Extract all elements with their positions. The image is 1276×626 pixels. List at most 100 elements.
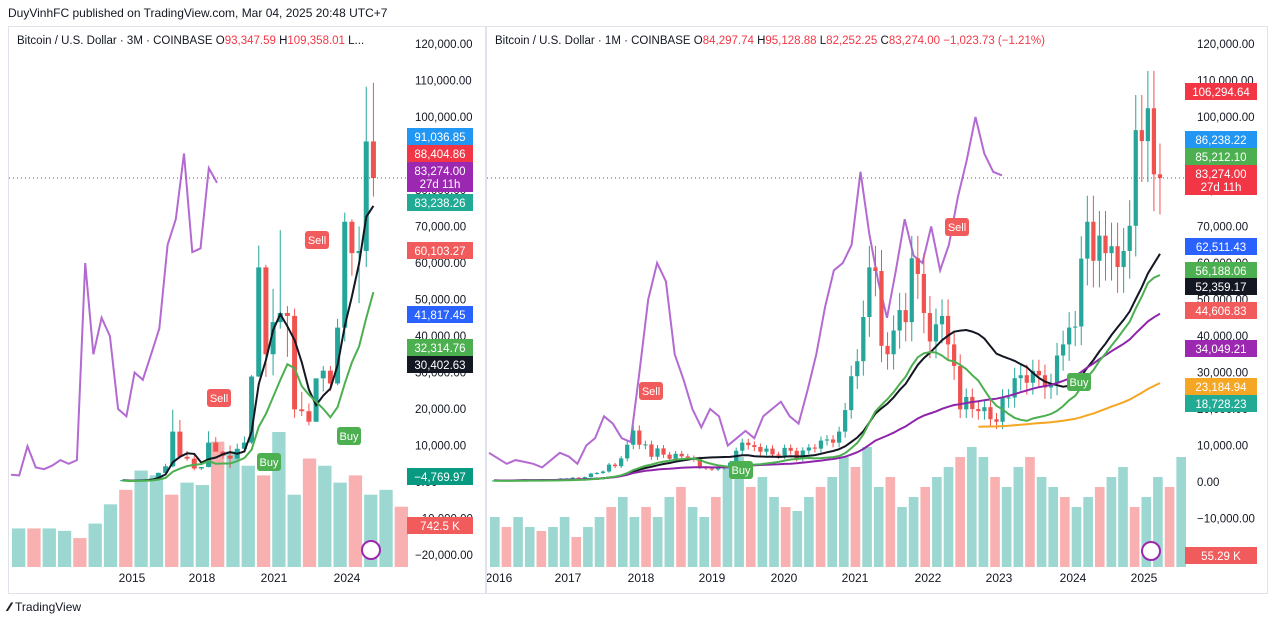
x-tick-label: 2022 bbox=[915, 571, 942, 585]
chart-legend-1m[interactable]: Bitcoin / U.S. Dollar · 1M · COINBASE O8… bbox=[495, 35, 1045, 47]
candle-body bbox=[679, 453, 684, 457]
volume-bar bbox=[211, 441, 225, 567]
candle-body bbox=[697, 458, 702, 468]
volume-bar bbox=[990, 477, 1000, 567]
volume-bar bbox=[302, 458, 317, 567]
candle-body bbox=[588, 473, 594, 478]
chart-canvas-1m[interactable]: 120,000.00110,000.00100,000.0090,000.008… bbox=[487, 27, 1267, 593]
chart-legend-3m[interactable]: Bitcoin / U.S. Dollar · 3M · COINBASE O9… bbox=[17, 35, 364, 47]
price-badge-text: 34,049.21 bbox=[1195, 344, 1246, 356]
candle-body bbox=[1085, 221, 1090, 259]
volume-bar bbox=[119, 489, 133, 567]
volume-bar bbox=[490, 517, 500, 567]
sell-signal-badge bbox=[305, 231, 329, 249]
sell-signal-badge bbox=[945, 218, 969, 236]
symbol-title[interactable]: Bitcoin / U.S. Dollar · 1M · COINBASE bbox=[495, 35, 691, 47]
x-tick-label: 2018 bbox=[628, 571, 655, 585]
price-badge-text: 83,238.26 bbox=[414, 198, 465, 210]
y-tick-label: 10,000.00 bbox=[415, 441, 466, 453]
price-badge-text: 60,103.27 bbox=[414, 246, 465, 258]
y-tick-label: 70,000.00 bbox=[1197, 222, 1248, 234]
candle-body bbox=[284, 313, 290, 316]
candle-body bbox=[320, 370, 326, 379]
x-tick-label: 2024 bbox=[334, 571, 361, 585]
chart-panel-1m[interactable]: 120,000.00110,000.00100,000.0090,000.008… bbox=[486, 26, 1268, 594]
candle-body bbox=[806, 447, 811, 451]
chart-panel-3m[interactable]: 120,000.00110,000.00100,000.0090,000.008… bbox=[8, 26, 486, 594]
x-tick-label: 2021 bbox=[842, 571, 869, 585]
y-tick-label: 20,000.00 bbox=[415, 404, 466, 416]
candle-body bbox=[292, 315, 298, 410]
symbol-title[interactable]: Bitcoin / U.S. Dollar · 3M · COINBASE bbox=[17, 35, 213, 47]
candle-body bbox=[1139, 130, 1144, 142]
volume-bar bbox=[1094, 487, 1105, 567]
candle-body bbox=[685, 456, 690, 458]
volume-bar bbox=[792, 511, 803, 567]
candle-body bbox=[673, 453, 678, 459]
sell-signal-label: Sell bbox=[308, 235, 326, 247]
price-badge-text: 85,212.10 bbox=[1195, 152, 1246, 164]
candle-body bbox=[939, 315, 945, 325]
candle-body bbox=[1060, 344, 1066, 356]
volume-bar bbox=[815, 487, 826, 567]
candle-body bbox=[782, 447, 787, 456]
indicator-sparkle-icon bbox=[1141, 541, 1161, 561]
candle-body bbox=[812, 447, 818, 449]
volume-bar bbox=[379, 489, 393, 567]
price-badge-text: −4,769.97 bbox=[414, 472, 465, 484]
price-badge bbox=[1185, 547, 1257, 564]
supertrend-line bbox=[122, 291, 375, 483]
candle-body bbox=[982, 407, 987, 412]
volume-bar bbox=[1083, 497, 1093, 567]
y-tick-label: 0.00 bbox=[1197, 477, 1219, 489]
volume-bar bbox=[583, 527, 593, 567]
footer-brand: TradingView bbox=[15, 600, 82, 614]
candle-body bbox=[758, 446, 763, 452]
price-badge-countdown: 27d 11h bbox=[1201, 182, 1242, 194]
candle-body bbox=[649, 444, 654, 457]
legend-h-key: H bbox=[279, 35, 288, 47]
candle-body bbox=[927, 313, 933, 342]
candle-body bbox=[1151, 108, 1157, 175]
candle-body bbox=[600, 471, 606, 473]
candle-body bbox=[356, 250, 362, 254]
price-badge bbox=[407, 242, 473, 259]
volume-bar bbox=[1106, 477, 1117, 567]
candle-body bbox=[249, 376, 255, 443]
candle-body bbox=[206, 442, 212, 468]
volume-bar bbox=[548, 527, 558, 567]
candle-body bbox=[891, 330, 896, 355]
candle-body bbox=[582, 477, 587, 479]
price-badge-text: 106,294.64 bbox=[1192, 87, 1250, 99]
volume-bar bbox=[617, 497, 628, 567]
volume-bar bbox=[652, 517, 663, 567]
candle-body bbox=[270, 322, 276, 355]
price-badge bbox=[1185, 131, 1257, 148]
candle-body bbox=[909, 258, 914, 323]
x-tick-label: 2017 bbox=[555, 571, 582, 585]
volume-bar bbox=[804, 497, 814, 567]
candle-body bbox=[1073, 326, 1078, 328]
y-tick-label: 100,000.00 bbox=[415, 112, 473, 124]
candle-body bbox=[976, 409, 981, 412]
candle-body bbox=[746, 442, 751, 446]
legend-c-val: 83,274.00 bbox=[888, 35, 941, 47]
x-tick-label: 2018 bbox=[189, 571, 216, 585]
candle-body bbox=[903, 310, 908, 323]
volume-bar bbox=[1025, 457, 1035, 567]
candle-body bbox=[1127, 225, 1132, 251]
candle-body bbox=[794, 450, 799, 459]
candle-body bbox=[277, 313, 283, 323]
candle-body bbox=[836, 431, 842, 443]
y-tick-label: −10,000.00 bbox=[1197, 514, 1255, 526]
volume-bar bbox=[1129, 507, 1140, 567]
price-badge-text: 41,817.45 bbox=[414, 310, 465, 322]
volume-bar bbox=[149, 475, 164, 567]
x-tick-label: 2021 bbox=[261, 571, 288, 585]
candle-body bbox=[1157, 174, 1163, 179]
chart-canvas-3m[interactable]: 120,000.00110,000.00100,000.0090,000.008… bbox=[9, 27, 485, 593]
sell-signal-label: Sell bbox=[642, 386, 660, 398]
volume-bar bbox=[27, 528, 41, 567]
volume-bar bbox=[676, 487, 686, 567]
candle-body bbox=[824, 439, 830, 441]
